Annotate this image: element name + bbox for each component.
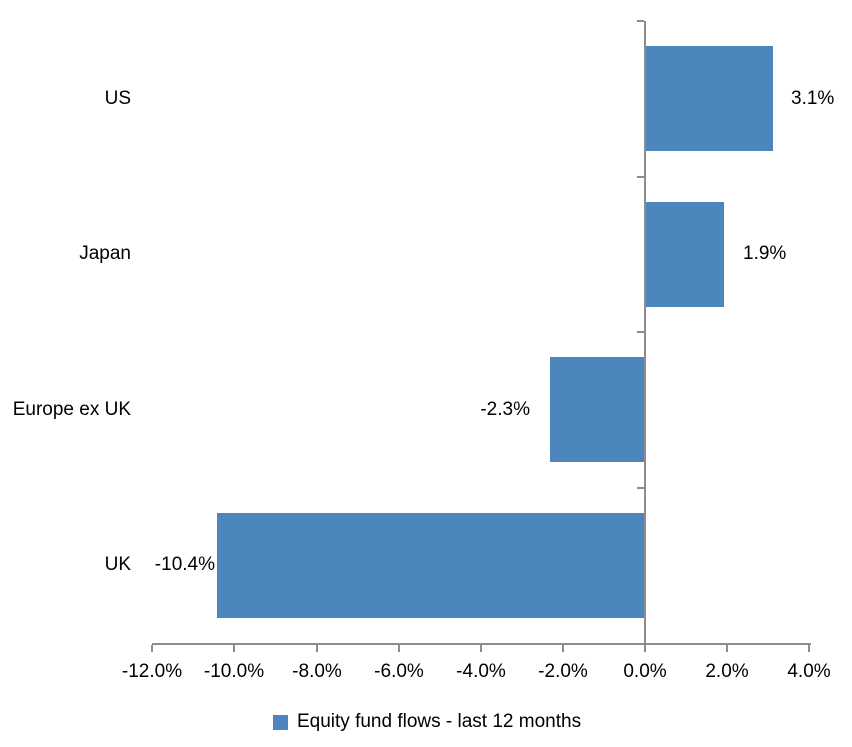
legend-label: Equity fund flows - last 12 months — [297, 711, 582, 732]
x-tick-label: -12.0% — [121, 661, 183, 682]
x-axis-tick — [151, 645, 153, 652]
legend-swatch-icon — [273, 714, 288, 730]
x-axis-tick — [233, 645, 235, 652]
x-axis-line — [152, 643, 811, 645]
x-axis-tick — [562, 645, 564, 652]
x-tick-label: -6.0% — [374, 661, 424, 682]
legend: Equity fund flows - last 12 months — [273, 710, 581, 734]
bar — [217, 513, 644, 618]
x-tick-label: 4.0% — [787, 661, 831, 682]
value-label: -2.3% — [480, 399, 530, 420]
x-axis-tick — [644, 645, 646, 652]
category-label: Europe ex UK — [12, 399, 131, 420]
value-label: -10.4% — [154, 554, 215, 575]
y-axis-tick — [637, 176, 644, 178]
x-axis-tick — [808, 645, 810, 652]
y-axis-tick — [637, 20, 644, 22]
bar — [646, 46, 773, 151]
value-label: 1.9% — [743, 243, 787, 264]
y-axis-tick — [637, 487, 644, 489]
x-axis-tick — [480, 645, 482, 652]
x-tick-label: 2.0% — [705, 661, 749, 682]
category-label: UK — [104, 554, 131, 575]
category-label: US — [104, 88, 131, 109]
x-axis-tick — [316, 645, 318, 652]
x-axis-tick — [398, 645, 400, 652]
bar — [550, 357, 644, 462]
x-tick-label: -4.0% — [456, 661, 506, 682]
x-tick-label: -10.0% — [203, 661, 265, 682]
y-axis-line — [644, 21, 646, 643]
value-label: 3.1% — [791, 88, 835, 109]
x-tick-label: -2.0% — [538, 661, 588, 682]
y-axis-tick — [637, 331, 644, 333]
category-label: Japan — [79, 243, 131, 264]
x-tick-label: -8.0% — [292, 661, 342, 682]
x-axis-tick — [726, 645, 728, 652]
x-tick-label: 0.0% — [623, 661, 667, 682]
bar — [646, 202, 724, 307]
